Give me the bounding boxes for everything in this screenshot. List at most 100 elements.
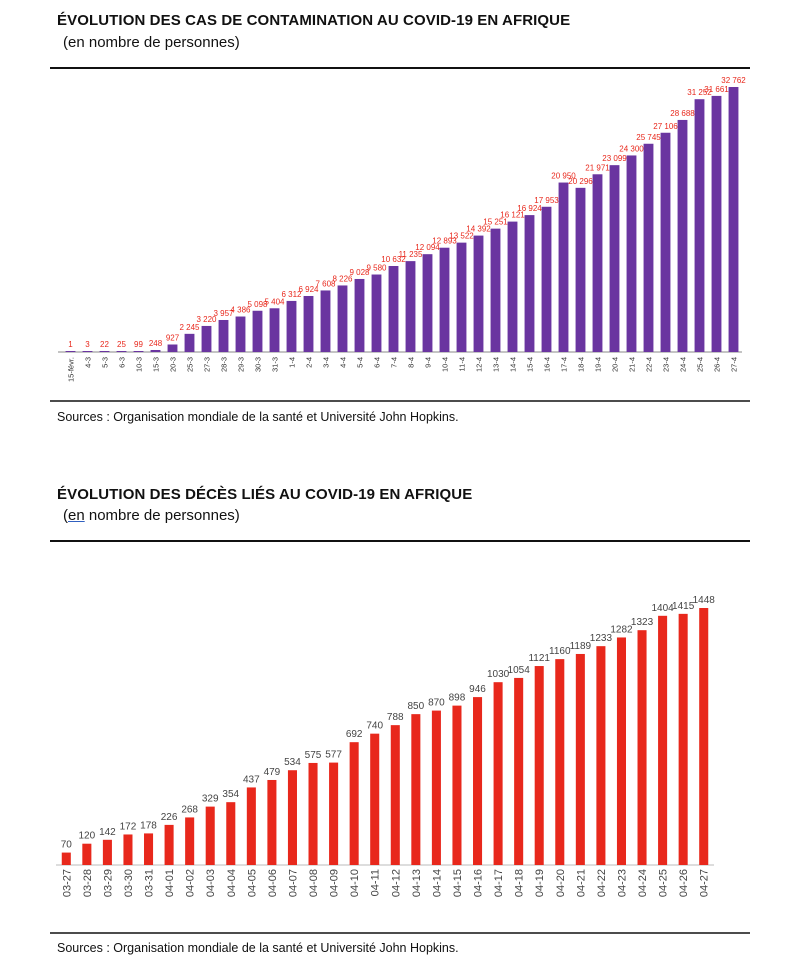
chart2-subtitle-rest: nombre de personnes): [84, 507, 240, 524]
bar: [541, 206, 552, 352]
tick-label: 18-4: [577, 357, 586, 372]
bar: [320, 290, 331, 352]
data-label: 16 121: [500, 211, 525, 220]
bar: [575, 653, 585, 865]
data-label: 23 099: [602, 154, 627, 163]
data-label: 20 950: [551, 172, 576, 181]
tick-label: 04-03: [205, 869, 217, 897]
data-label: 120: [78, 831, 95, 842]
bar: [185, 817, 195, 865]
tick-label: 15-3: [152, 357, 161, 372]
bar: [329, 762, 339, 865]
bar: [65, 351, 76, 352]
data-label: 13 522: [449, 232, 474, 241]
bar: [609, 165, 620, 352]
tick-label: 7-4: [390, 357, 399, 368]
bar: [507, 221, 518, 352]
tick-label: 15-4: [526, 357, 535, 372]
tick-label: 2-4: [305, 357, 314, 368]
bar: [431, 710, 441, 865]
tick-label: 17-4: [560, 357, 569, 372]
chart1-subtitle: (en nombre de personnes): [63, 34, 240, 51]
bar: [123, 834, 133, 865]
data-label: 14 392: [466, 225, 491, 234]
data-label: 17 953: [534, 196, 559, 205]
bar: [473, 697, 483, 865]
bar: [456, 242, 467, 352]
data-label: 3 220: [196, 315, 217, 324]
data-label: 15 251: [483, 218, 508, 227]
data-label: 11 235: [399, 250, 423, 259]
bar: [286, 300, 297, 352]
data-label: 898: [449, 693, 466, 704]
bar: [678, 613, 688, 865]
bar: [144, 833, 154, 865]
tick-label: 04-10: [349, 869, 361, 897]
bar: [201, 325, 212, 352]
data-label: 268: [181, 804, 198, 815]
tick-label: 04-15: [452, 869, 464, 897]
bar: [514, 677, 524, 865]
data-label: 226: [161, 812, 178, 823]
tick-label: 4-4: [339, 357, 348, 368]
bar: [370, 733, 380, 865]
chart1-title: ÉVOLUTION DES CAS DE CONTAMINATION AU CO…: [57, 12, 571, 29]
data-label: 1160: [549, 646, 571, 657]
data-label: 9 580: [366, 264, 387, 273]
tick-label: 29-3: [237, 357, 246, 372]
tick-label: 04-13: [411, 869, 423, 897]
bar: [269, 308, 280, 352]
tick-label: 04-07: [287, 869, 299, 897]
tick-label: 04-21: [575, 869, 587, 897]
bar: [490, 228, 501, 352]
data-label: 142: [99, 827, 116, 838]
tick-label: 22-4: [645, 357, 654, 372]
tick-label: 6-3: [118, 357, 127, 368]
tick-label: 28-3: [220, 357, 229, 372]
data-label: 2 245: [179, 323, 200, 332]
bar: [439, 247, 450, 352]
bar: [390, 725, 400, 865]
data-label: 70: [61, 840, 73, 851]
tick-label: 03-30: [123, 869, 135, 897]
tick-label: 31-3: [271, 357, 280, 372]
data-label: 22: [100, 340, 109, 349]
tick-label: 1-4: [288, 357, 297, 368]
tick-label: 16-4: [543, 357, 552, 372]
bar: [626, 155, 637, 352]
bar: [246, 787, 256, 865]
tick-label: 12-4: [475, 357, 484, 372]
tick-label: 30-3: [254, 357, 263, 372]
bar: [388, 266, 399, 352]
tick-label: 3-4: [322, 357, 331, 368]
data-label: 1233: [590, 633, 613, 644]
tick-label: 5-4: [356, 357, 365, 368]
bar: [616, 637, 626, 865]
data-label: 28 688: [670, 109, 695, 118]
bar: [555, 659, 565, 865]
data-label: 1282: [610, 624, 633, 635]
bar: [596, 646, 606, 865]
data-label: 927: [166, 334, 180, 343]
data-label: 178: [140, 820, 157, 831]
tick-label: 04-06: [267, 869, 279, 897]
bar: [82, 843, 92, 865]
data-label: 1054: [508, 665, 531, 676]
data-label: 25 745: [636, 133, 661, 142]
bar: [205, 806, 215, 865]
data-label: 16 924: [517, 204, 542, 213]
tick-label: 5-3: [101, 357, 110, 368]
bar: [637, 630, 647, 865]
data-label: 9 028: [349, 268, 370, 277]
tick-label: 04-09: [329, 869, 341, 897]
bar: [99, 351, 110, 352]
data-label: 172: [120, 821, 137, 832]
bar: [303, 295, 314, 352]
tick-label: 25-4: [696, 357, 705, 372]
tick-label: 21-4: [628, 357, 637, 372]
data-label: 6 312: [281, 290, 302, 299]
tick-label: 27-4: [730, 357, 739, 372]
tick-label: 04-20: [555, 869, 567, 897]
chart2-subtitle-prefix: (: [63, 507, 68, 524]
